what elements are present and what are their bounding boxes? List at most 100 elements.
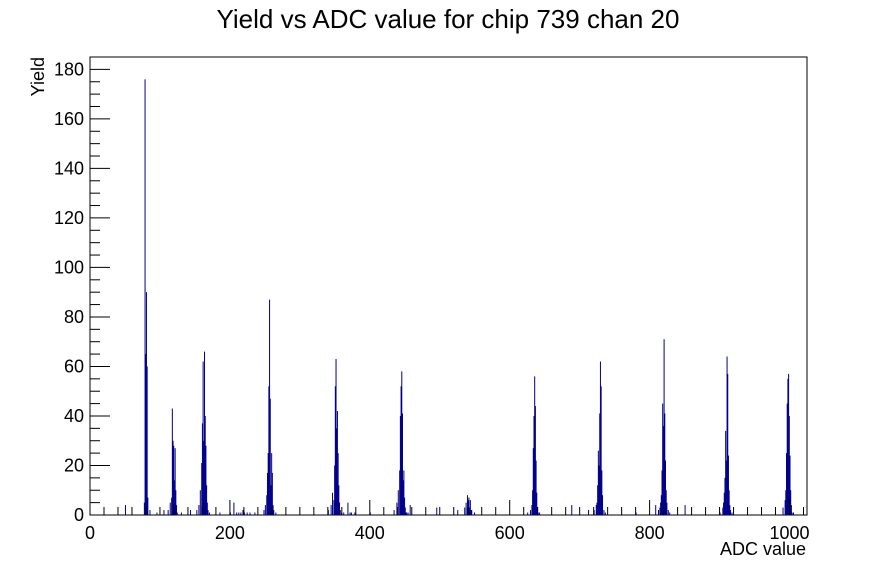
histogram-bar <box>401 413 403 515</box>
histogram-bar <box>597 485 599 515</box>
histogram-bar <box>180 512 182 515</box>
histogram-bar <box>599 361 601 515</box>
histogram-bar <box>664 413 666 515</box>
histogram-bar <box>190 510 192 515</box>
histogram-bar <box>665 460 666 515</box>
y-tick-label: 40 <box>64 406 84 426</box>
histogram-bar <box>790 505 792 515</box>
histogram-bars <box>124 79 795 515</box>
histogram-bar <box>727 455 729 515</box>
histogram-bar <box>468 497 470 515</box>
y-tick-label: 120 <box>54 208 84 228</box>
histogram-bar <box>206 502 208 515</box>
histogram-bar <box>273 510 275 515</box>
histogram-bar <box>264 505 266 515</box>
histogram-bar <box>731 512 733 515</box>
histogram-bar <box>343 512 345 515</box>
histogram-bar <box>335 359 337 515</box>
histogram-bar <box>663 339 665 515</box>
histogram-bar <box>171 497 173 515</box>
histogram-bar <box>268 386 270 515</box>
histogram-bar <box>662 425 664 515</box>
histogram-bar <box>393 510 395 515</box>
y-axis: 0 20 40 60 80 100 120 140 160 180 <box>54 56 110 525</box>
histogram-bar <box>635 512 637 515</box>
histogram-bar <box>403 470 405 515</box>
histogram-bar <box>173 445 175 515</box>
histogram-bar <box>240 512 242 515</box>
y-tick-label: 0 <box>74 505 84 525</box>
histogram-bar <box>788 373 790 515</box>
histogram-bar <box>464 507 466 515</box>
histogram-bar <box>662 403 664 515</box>
histogram-bar <box>784 500 786 515</box>
histogram-bar <box>529 510 531 515</box>
histogram-bar <box>334 465 336 515</box>
x-tick-label: 200 <box>215 523 245 543</box>
histogram-bar <box>469 507 471 515</box>
histogram-bar <box>202 361 204 515</box>
histogram-bar <box>271 472 273 515</box>
histogram-bar <box>171 408 173 515</box>
histogram-bar <box>401 371 403 515</box>
histogram-bar <box>233 502 235 515</box>
histogram-bar <box>146 366 148 515</box>
histogram-bar <box>254 512 256 515</box>
histogram-bar <box>474 512 476 515</box>
histogram-bar <box>263 510 265 515</box>
histogram-bar <box>470 510 472 515</box>
histogram-bar <box>533 415 535 515</box>
histogram-bar <box>397 490 399 515</box>
histogram-bar <box>729 505 731 515</box>
histogram-bar <box>145 292 147 515</box>
histogram-bar <box>409 505 411 515</box>
histogram-bar <box>601 470 603 515</box>
histogram-bar <box>599 413 601 515</box>
y-tick-label: 60 <box>64 356 84 376</box>
histogram-bar <box>167 510 169 515</box>
histogram-bar <box>469 500 471 515</box>
histogram-bar <box>786 403 788 515</box>
histogram-bar <box>266 472 268 515</box>
histogram-bar <box>269 398 271 515</box>
histogram-bar <box>238 512 240 515</box>
histogram-bar <box>204 415 206 515</box>
histogram-bar <box>785 490 787 515</box>
histogram-bar <box>339 510 341 515</box>
histogram-bar <box>727 373 729 515</box>
histogram-bar <box>172 440 174 515</box>
histogram-bar <box>669 512 671 515</box>
histogram-bar <box>402 480 404 515</box>
histogram-bar <box>174 448 176 515</box>
y-tick-label: 20 <box>64 455 84 475</box>
histogram-bar <box>788 415 790 515</box>
histogram-bar <box>666 502 668 515</box>
histogram-bar <box>730 510 732 515</box>
histogram-bar <box>176 505 178 515</box>
histogram-bar <box>790 490 792 515</box>
histogram-bar <box>728 490 730 515</box>
histogram-bar <box>465 502 467 515</box>
histogram-bar <box>143 502 145 515</box>
histogram-bar <box>349 512 351 515</box>
histogram-bar <box>467 500 469 515</box>
histogram-bar <box>471 510 473 515</box>
histogram-bar <box>527 512 529 515</box>
histogram-bar <box>271 453 273 515</box>
histogram-bar <box>206 485 208 515</box>
histogram-bar <box>332 492 334 515</box>
histogram-bar <box>667 510 669 515</box>
histogram-bar <box>406 512 408 515</box>
histogram-bar <box>204 351 206 515</box>
histogram-bar <box>337 453 339 515</box>
histogram-bar <box>404 497 406 515</box>
y-tick-label: 140 <box>54 158 84 178</box>
histogram-bar <box>600 386 602 515</box>
histogram-bar <box>330 505 332 515</box>
histogram-bar <box>396 502 398 515</box>
histogram-bar <box>267 453 269 515</box>
histogram-bar <box>272 505 274 515</box>
y-tick-label: 100 <box>54 257 84 277</box>
histogram-bar <box>724 477 726 515</box>
chart-title: Yield vs ADC value for chip 739 chan 20 <box>217 4 680 34</box>
